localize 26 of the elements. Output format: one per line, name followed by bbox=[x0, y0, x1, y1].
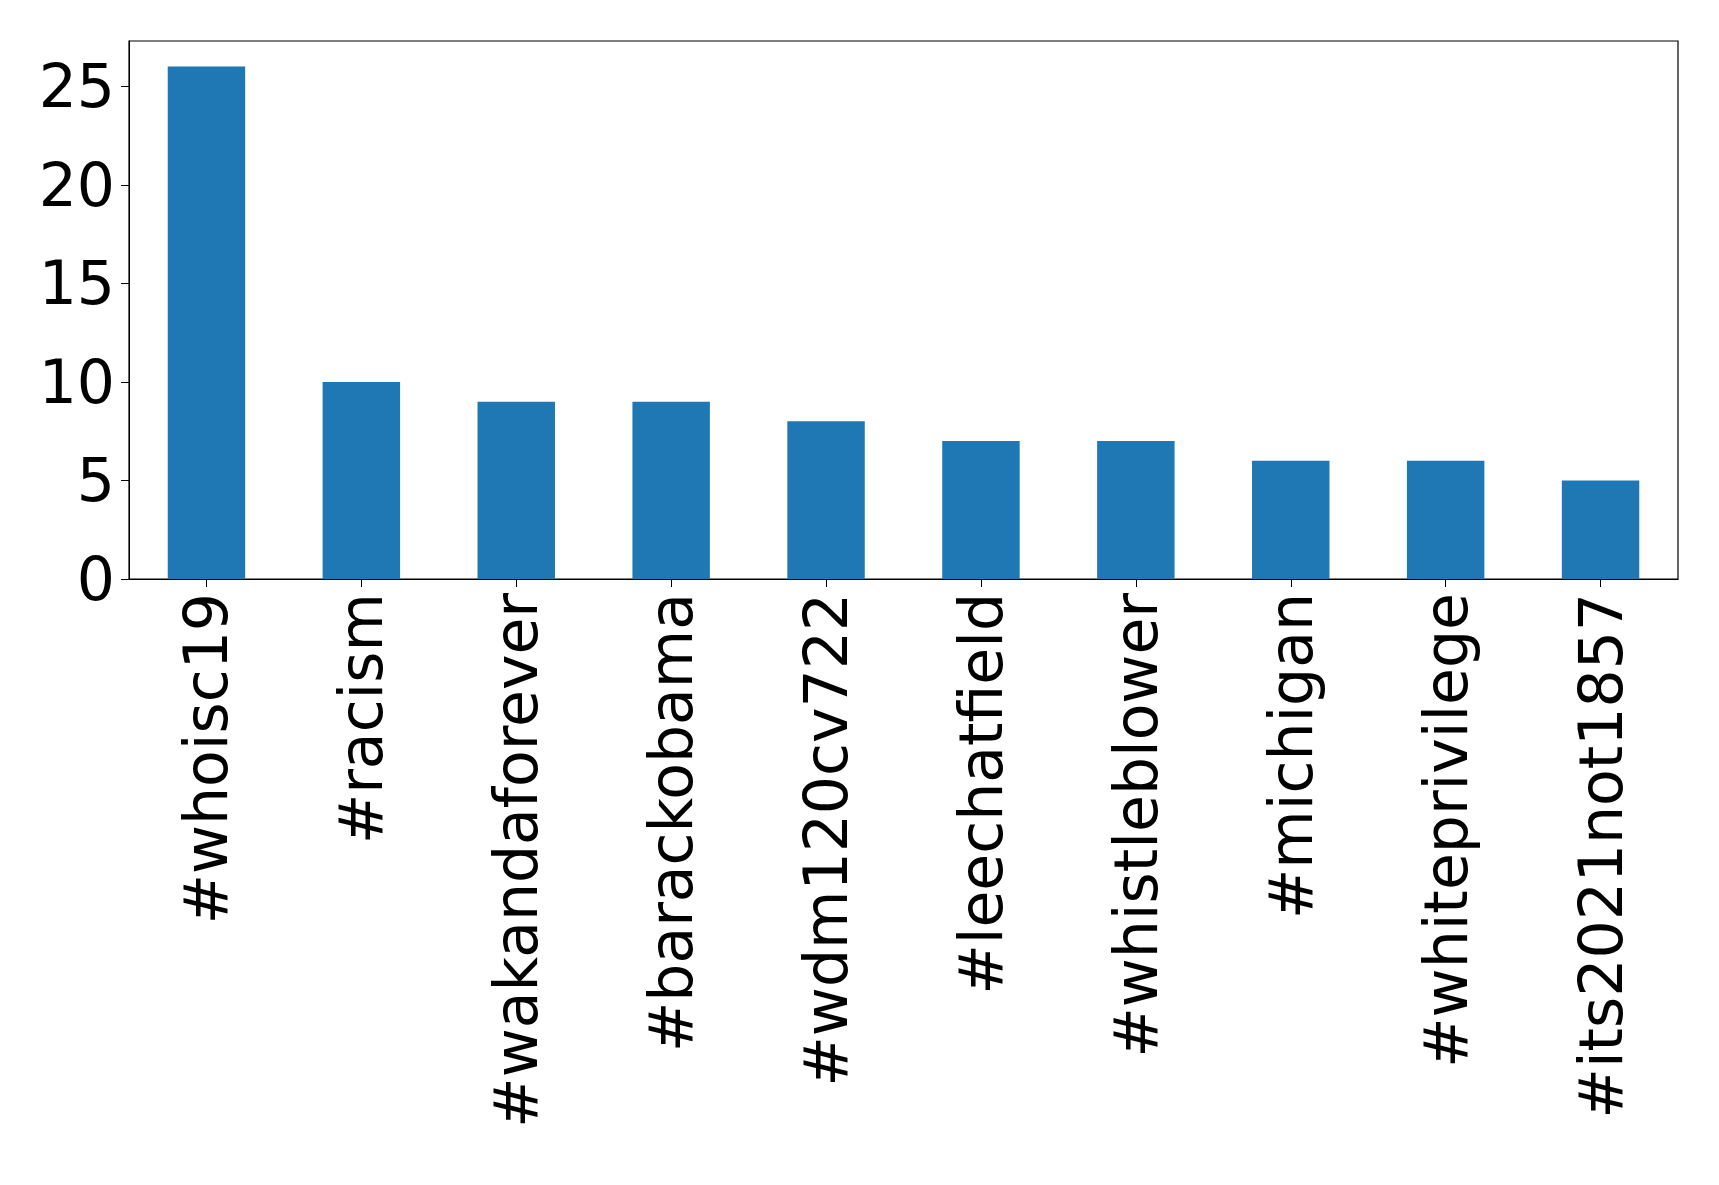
bar bbox=[787, 421, 865, 579]
bar bbox=[167, 66, 246, 579]
x-tick-label: #whoisc19 bbox=[171, 593, 242, 925]
x-tick-label: #barackobama bbox=[636, 593, 707, 1052]
y-tick-label: 25 bbox=[38, 51, 115, 122]
y-tick-label: 5 bbox=[76, 445, 115, 516]
x-tick-label: #leechatfield bbox=[945, 593, 1016, 995]
x-tick-label: #wdm120cv722 bbox=[791, 593, 862, 1087]
x-tick-label: #its2021not1857 bbox=[1565, 593, 1636, 1119]
x-tick-label: #wakandaforever bbox=[481, 592, 552, 1128]
bar bbox=[1097, 441, 1175, 579]
y-tick-label: 10 bbox=[38, 346, 115, 417]
bar bbox=[632, 401, 710, 579]
y-tick-label: 20 bbox=[38, 149, 115, 220]
bar bbox=[322, 381, 401, 579]
y-tick-label: 15 bbox=[38, 248, 115, 319]
x-tick-label: #michigan bbox=[1255, 593, 1326, 919]
bar bbox=[1252, 460, 1330, 579]
x-tick-label: #racism bbox=[326, 593, 397, 845]
bar bbox=[1406, 460, 1485, 579]
x-tick-label: #whiteprivilege bbox=[1410, 593, 1481, 1068]
bar bbox=[942, 441, 1020, 579]
bar bbox=[477, 401, 555, 579]
y-tick-label: 0 bbox=[76, 544, 115, 614]
x-tick-label: #whistleblower bbox=[1100, 592, 1171, 1058]
bar bbox=[1561, 480, 1640, 579]
